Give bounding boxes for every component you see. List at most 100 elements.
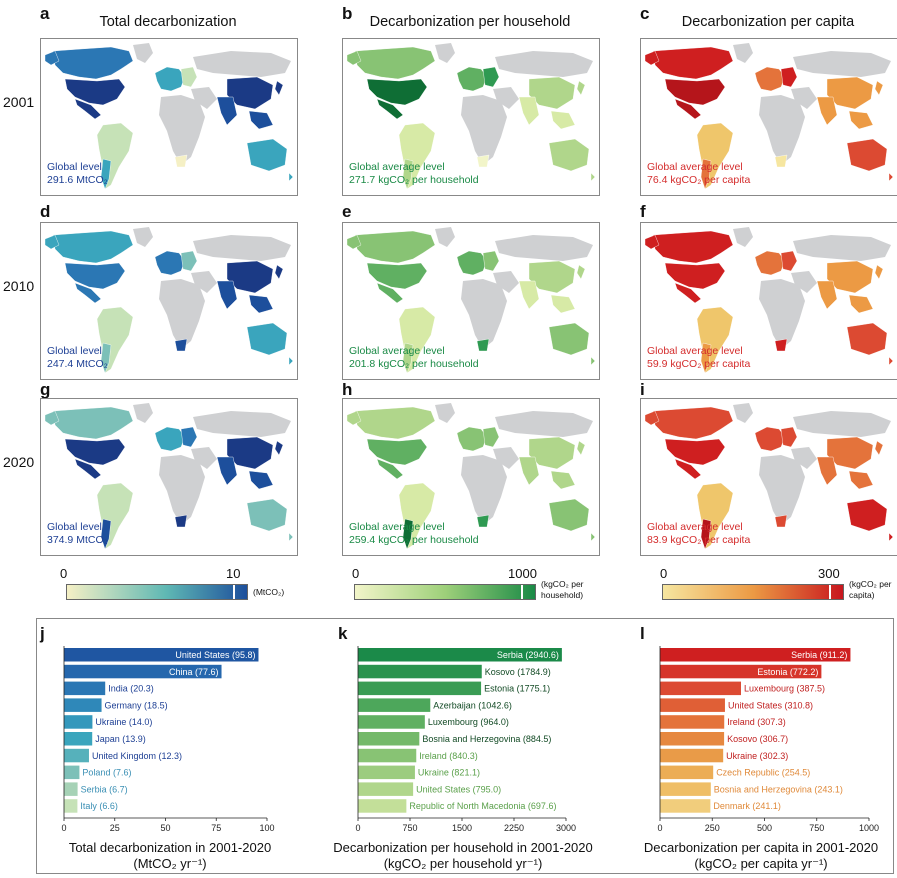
map-region-europe [456, 250, 488, 276]
xlabel-capita: Decarbonization per capita in 2001-2020 … [628, 840, 894, 872]
map-region-europe [154, 250, 186, 276]
xlabel-total-line2: (MtCO₂ yr⁻¹) [133, 856, 207, 871]
panel-letter-l: l [640, 624, 645, 643]
map-region-europe [154, 426, 186, 452]
map-region-alaska [644, 234, 660, 250]
colorbar-capita [662, 584, 844, 600]
map-region-africa [461, 279, 507, 349]
map-region-mideast [791, 87, 817, 109]
map-region-alaska [346, 234, 362, 250]
map-region-sasia [816, 456, 838, 486]
map-region-africa [759, 95, 805, 165]
world-map [644, 43, 894, 190]
x-tick-label: 1000 [859, 823, 879, 833]
map-region-sasia [518, 96, 540, 126]
bar-chart-k: Serbia (2940.6) Kosovo (1784.9) Estonia (1… [355, 646, 576, 833]
map-region-safrica [476, 338, 490, 352]
global-level-value: 271.7 kgCO₂ per household [349, 174, 479, 186]
map-region-canada [652, 406, 734, 440]
map-region-australia [548, 498, 590, 532]
x-tick-label: 3000 [556, 823, 576, 833]
map-region-alaska [346, 50, 362, 66]
bar-label: Poland (7.6) [82, 768, 131, 778]
bar-united-kingdom [64, 748, 89, 763]
map-region-sanS [700, 518, 712, 550]
bar-label: United States (310.8) [728, 700, 813, 710]
map-region-canada [354, 406, 436, 440]
global-level-title: Global average level [349, 161, 445, 173]
column-title-total: Total decarbonization [99, 14, 237, 30]
colorbar-total-min: 0 [60, 566, 68, 581]
map-region-mideast [191, 447, 217, 469]
colorbar-tick-mark [829, 585, 831, 599]
colorbar-household-unit-2: household) [541, 590, 584, 600]
map-region-usa [366, 78, 428, 106]
map-region-sasia [518, 280, 540, 310]
bar-charts-frame [36, 618, 894, 874]
map-region-mexico [376, 98, 404, 120]
map-region-europe [456, 426, 488, 452]
world-map [644, 403, 894, 550]
map-region-sasia [216, 96, 238, 126]
colorbar-capita-unit-1: (kgCO₂ per [849, 579, 892, 589]
map-region-russia [193, 411, 291, 437]
map-region-russia [793, 411, 891, 437]
map-capita-2001: Global average level 76.4 kgCO₂ per capit… [640, 38, 897, 196]
map-region-mexico [674, 458, 702, 480]
map-region-sanS [700, 158, 712, 190]
x-tick-label: 0 [657, 823, 662, 833]
panel-letter-b: b [342, 4, 353, 23]
bar-azerbaijan [358, 698, 431, 712]
map-region-nz [288, 172, 294, 182]
colorbar-capita-unit-2: capita) [849, 590, 875, 600]
map-region-africa [159, 95, 205, 165]
map-region-usa [64, 438, 126, 466]
map-region-sasia [816, 280, 838, 310]
x-tick-label: 500 [757, 823, 772, 833]
map-region-canada [52, 46, 134, 80]
map-region-nz [590, 532, 596, 542]
map-region-europe [754, 66, 786, 92]
global-level-label: Global level 247.4 MtCO₂ [47, 345, 108, 371]
map-region-safrica [476, 514, 490, 528]
panel-letter-g: g [40, 380, 51, 399]
world-map [346, 43, 596, 190]
bar-japan [64, 732, 93, 746]
map-region-europe [754, 426, 786, 452]
map-region-japan [874, 440, 884, 456]
map-region-europe [456, 66, 488, 92]
map-region-nz [288, 532, 294, 542]
global-level-value: 291.6 MtCO₂ [47, 174, 108, 186]
bar-label: Ukraine (302.3) [726, 751, 788, 761]
map-region-europe [154, 66, 186, 92]
panel-letter-d: d [40, 202, 51, 221]
map-region-canada [652, 46, 734, 80]
colorbar-capita-max: 300 [818, 566, 840, 581]
map-region-mideast [493, 271, 519, 293]
map-region-eeur [482, 66, 500, 88]
global-level-label: Global average level 201.8 kgCO₂ per hous… [349, 345, 479, 371]
bar-label: Denmark (241.1) [713, 801, 781, 811]
map-region-china [826, 260, 874, 294]
map-region-greenland [435, 403, 455, 423]
map-region-mexico [674, 98, 702, 120]
bar-label: Kosovo (1784.9) [485, 667, 551, 677]
map-region-seasia [248, 470, 274, 490]
map-region-safrica [774, 514, 788, 528]
x-tick-label: 0 [61, 823, 66, 833]
map-region-china [226, 76, 274, 110]
map-region-sasia [518, 456, 540, 486]
map-region-australia [846, 138, 888, 172]
bar-label: United Kingdom (12.3) [92, 751, 182, 761]
map-region-japan [576, 80, 586, 96]
map-region-greenland [133, 403, 153, 423]
map-region-alaska [44, 410, 60, 426]
colorbar-total [66, 584, 248, 600]
map-region-seasia [848, 470, 874, 490]
map-region-nz [888, 356, 894, 366]
map-region-greenland [733, 227, 753, 247]
bar-united-states [64, 648, 259, 662]
bar-label: Ukraine (821.1) [418, 768, 480, 778]
map-region-canada [52, 406, 134, 440]
bar-bosnia-and-herzegovina [358, 732, 420, 746]
